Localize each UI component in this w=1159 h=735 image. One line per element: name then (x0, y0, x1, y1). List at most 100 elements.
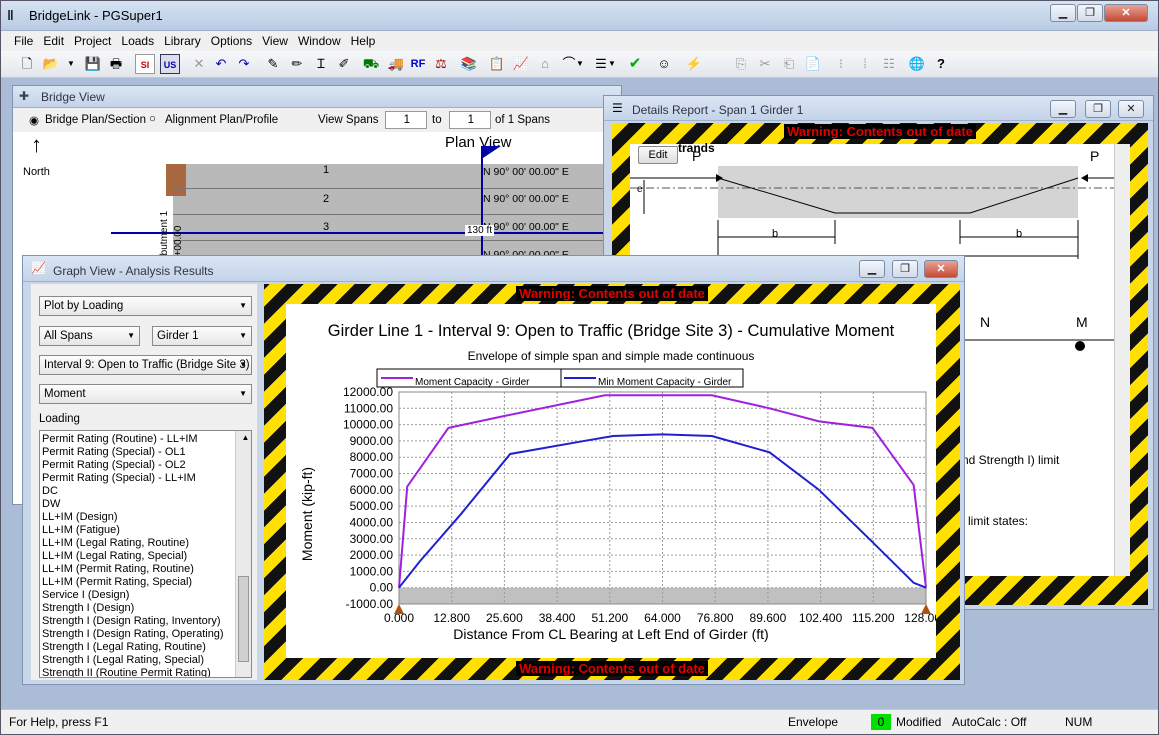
radio-plan[interactable]: ◉ (29, 115, 40, 127)
print-icon[interactable]: 🖶 (109, 56, 123, 71)
lightning-icon[interactable]: ⚡ (685, 56, 703, 71)
analysis-dropdown-icon[interactable]: ▼ (576, 59, 584, 68)
girder-line (173, 240, 623, 241)
graph-icon[interactable]: 📈 (512, 56, 530, 71)
interval-select[interactable]: Interval 9: Open to Traffic (Bridge Site… (39, 355, 252, 375)
redo-icon[interactable]: ↷ (238, 56, 250, 71)
list-item[interactable]: Service I (Design) (42, 589, 130, 601)
copy-icon[interactable]: ⎘ (735, 56, 747, 71)
help-icon[interactable]: ? (937, 56, 945, 71)
list-item[interactable]: Strength I (Design Rating, Operating) (42, 628, 224, 640)
loads-icon[interactable]: ⛟ (362, 56, 380, 71)
list-dropdown-icon[interactable]: ▼ (608, 59, 616, 68)
globe-icon[interactable]: 🌐 (908, 56, 926, 71)
menu-window[interactable]: Window (297, 34, 341, 48)
list-item[interactable]: DW (42, 498, 61, 510)
open-dropdown-icon[interactable]: ▼ (67, 59, 75, 68)
new-file-icon[interactable]: 🗋 (21, 56, 33, 71)
details-maximize-button[interactable]: ❐ (1085, 100, 1111, 118)
list-item[interactable]: Strength I (Legal Rating, Special) (42, 654, 205, 666)
cut-icon[interactable]: ✂ (759, 56, 771, 71)
graph-close-button[interactable]: ✕ (924, 260, 958, 278)
list-item[interactable]: Strength II (Routine Permit Rating) (42, 667, 211, 678)
radio-alignment[interactable]: ○ (149, 113, 156, 125)
list-icon[interactable]: ☰ (595, 56, 607, 71)
si-units-button[interactable]: SI (135, 54, 155, 74)
analysis-icon[interactable]: ⌒ (562, 56, 576, 71)
truck-icon[interactable]: 🚚 (387, 56, 405, 71)
rf-button[interactable]: RF (410, 58, 426, 70)
menu-view[interactable]: View (262, 34, 288, 48)
cascade-icon[interactable]: ☷ (883, 56, 895, 71)
loading-list-scrollbar[interactable]: ▲ (235, 431, 251, 677)
scroll-up-icon[interactable]: ▲ (241, 433, 250, 442)
list-item[interactable]: LL+IM (Legal Rating, Routine) (42, 537, 190, 549)
list-item[interactable]: Strength I (Design Rating, Inventory) (42, 615, 221, 627)
list-item[interactable]: Permit Rating (Special) - OL1 (42, 446, 186, 458)
girder-label-1[interactable]: 1 (323, 164, 330, 176)
clipboard-icon[interactable]: 📄 (804, 56, 822, 71)
arrange-icon[interactable]: ⁝ (838, 56, 844, 71)
list-item[interactable]: LL+IM (Permit Rating, Routine) (42, 563, 194, 575)
edit-segment-icon[interactable]: Ɪ (317, 56, 325, 71)
details-minimize-button[interactable]: ▁ (1050, 100, 1076, 118)
list-item[interactable]: Permit Rating (Special) - LL+IM (42, 472, 196, 484)
y-tick-label: 5000.00 (350, 499, 394, 513)
list-item[interactable]: DC (42, 485, 58, 497)
structure-icon[interactable]: ⌂ (541, 56, 549, 71)
undo-icon[interactable]: ↶ (215, 56, 227, 71)
list-item[interactable]: Permit Rating (Special) - OL2 (42, 459, 186, 471)
check-icon[interactable]: ✔ (628, 55, 642, 72)
bearing-3: N 90° 00' 00.00" E (483, 221, 569, 233)
edit-girder-icon[interactable]: ✎ (267, 56, 279, 71)
maximize-button[interactable]: ❐ (1077, 4, 1103, 22)
plan-view-title: Plan View (445, 134, 512, 151)
menu-edit[interactable]: Edit (43, 34, 65, 48)
loading-list[interactable]: Permit Rating (Routine) - LL+IM Permit R… (39, 430, 252, 678)
span-to-input[interactable]: 1 (449, 111, 491, 129)
menu-options[interactable]: Options (210, 34, 253, 48)
list-item[interactable]: LL+IM (Permit Rating, Special) (42, 576, 193, 588)
tile-icon[interactable]: ⁞ (863, 56, 867, 71)
details-scrollbar[interactable] (1114, 144, 1130, 576)
delete-icon[interactable]: ✕ (193, 56, 205, 71)
list-item[interactable]: Strength I (Design) (42, 602, 135, 614)
x-tick-label: 25.600 (486, 611, 523, 625)
list-item[interactable]: LL+IM (Fatigue) (42, 524, 120, 536)
edit-button[interactable]: Edit (638, 146, 678, 164)
minimize-button[interactable]: ▁ (1050, 4, 1076, 22)
edit-bridge-icon[interactable]: ✏ (291, 56, 303, 71)
details-close-button[interactable]: ✕ (1118, 100, 1144, 118)
menu-library[interactable]: Library (164, 34, 201, 48)
scroll-thumb[interactable] (238, 576, 249, 662)
smiley-icon[interactable]: ☺ (657, 56, 671, 71)
list-item[interactable]: LL+IM (Legal Rating, Special) (42, 550, 188, 562)
girder-label-3[interactable]: 3 (323, 221, 330, 233)
report-icon[interactable]: 📋 (488, 56, 506, 71)
save-icon[interactable]: 💾 (84, 56, 102, 71)
list-item[interactable]: Strength I (Legal Rating, Routine) (42, 641, 206, 653)
menu-project[interactable]: Project (74, 34, 112, 48)
menu-file[interactable]: File (14, 34, 34, 48)
girder-select[interactable]: Girder 1 ▼ (152, 326, 252, 346)
view-spans-label: View Spans (318, 114, 379, 126)
paste-icon[interactable]: ⎗ (783, 56, 795, 71)
library-icon[interactable]: 📚 (460, 56, 478, 71)
menu-loads[interactable]: Loads (121, 34, 155, 48)
graph-maximize-button[interactable]: ❐ (892, 260, 918, 278)
span-from-input[interactable]: 1 (385, 111, 427, 129)
action-select[interactable]: Moment ▼ (39, 384, 252, 404)
list-item[interactable]: Permit Rating (Routine) - LL+IM (42, 433, 198, 445)
us-units-button[interactable]: US (160, 54, 180, 74)
edit-pier-icon[interactable]: ✐ (338, 56, 350, 71)
rating-icon[interactable]: ⚖ (435, 56, 447, 71)
menu-help[interactable]: Help (350, 34, 376, 48)
plot-mode-select[interactable]: Plot by Loading ▼ (39, 296, 252, 316)
status-autocalc[interactable]: AutoCalc : Off (952, 715, 1027, 729)
span-select[interactable]: All Spans ▼ (39, 326, 140, 346)
close-button[interactable]: ✕ (1104, 4, 1148, 22)
girder-label-2[interactable]: 2 (323, 193, 330, 205)
open-folder-icon[interactable]: 📂 (42, 56, 60, 71)
list-item[interactable]: LL+IM (Design) (42, 511, 118, 523)
graph-minimize-button[interactable]: ▁ (859, 260, 885, 278)
